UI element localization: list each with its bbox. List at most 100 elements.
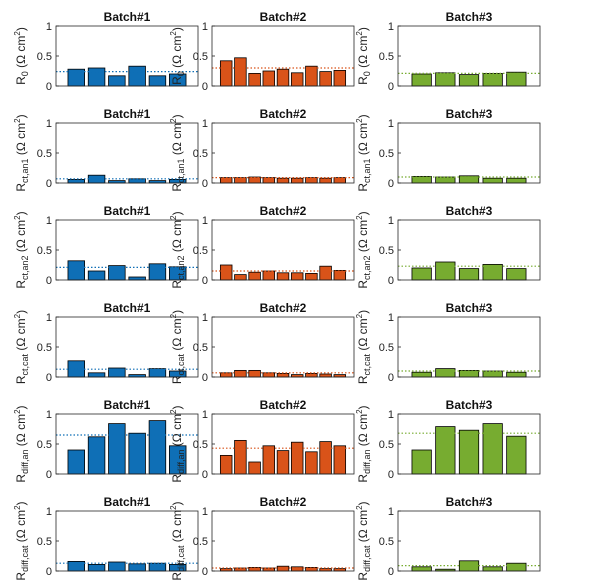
panel-r4-c2: 0 0.5 1 Batch#2 Rct,cat (Ω cm2) [169, 301, 355, 384]
y-label-symbol: R [356, 572, 370, 581]
y-tick-label: 0.5 [193, 439, 208, 451]
bar [305, 65, 318, 87]
bar [248, 271, 261, 281]
y-tick-label: 0.5 [379, 342, 394, 354]
bar [482, 73, 503, 87]
y-label-unit: (Ω cm [14, 36, 28, 72]
bar [276, 272, 290, 281]
y-label-symbol: R [170, 375, 184, 384]
y-tick-label: 1 [202, 506, 208, 518]
bar [234, 439, 247, 475]
y-tick-label: 1 [202, 215, 208, 227]
bar [506, 562, 527, 572]
bar [305, 451, 318, 475]
panel-title: Batch#2 [260, 495, 307, 509]
y-tick-label: 1 [388, 312, 394, 324]
y-tick-label: 0 [388, 566, 394, 578]
panel-title: Batch#3 [446, 398, 493, 412]
y-axis-label: Rct,an2 (Ω cm2) [169, 211, 186, 288]
bar [435, 261, 456, 281]
y-tick-label: 0 [202, 81, 208, 93]
y-label-subscript: ct,an2 [362, 255, 372, 280]
y-tick-label: 0.5 [379, 245, 394, 257]
y-tick-label: 0.5 [37, 245, 52, 257]
bar [290, 441, 304, 475]
y-axis-label: Rct,an1 (Ω cm2) [169, 114, 186, 191]
y-label-close: ) [14, 405, 28, 409]
panel-title: Batch#2 [260, 398, 307, 412]
panel-r5-c3: 0 0.5 1 Batch#3 Rdiff,an (Ω cm2) [355, 398, 541, 483]
panel-title: Batch#2 [260, 107, 307, 121]
panel-title: Batch#1 [104, 204, 151, 218]
panel-r5-c2: 0 0.5 1 Batch#2 Rdiff,an (Ω cm2) [169, 398, 355, 483]
bar [219, 264, 233, 281]
y-tick-label: 0 [202, 469, 208, 481]
y-label-superscript: 2 [355, 409, 364, 414]
y-label-superscript: 2 [13, 215, 22, 220]
y-label-superscript: 2 [13, 118, 22, 123]
y-label-unit: (Ω cm [356, 123, 370, 159]
y-label-subscript: ct,an1 [362, 158, 372, 183]
bar [148, 263, 167, 281]
panel-r6-c2: 0 0.5 1 Batch#2 Rdiff,cat (Ω cm2) [169, 495, 355, 581]
y-tick-label: 1 [388, 506, 394, 518]
y-label-subscript: ct,cat [20, 353, 30, 375]
axes-box [397, 122, 541, 184]
y-label-close: ) [356, 501, 370, 505]
y-axis-label: Rdiff,an (Ω cm2) [169, 405, 186, 482]
bar [411, 449, 432, 475]
y-label-close: ) [356, 114, 370, 118]
y-tick-label: 0 [46, 566, 52, 578]
bar [458, 429, 480, 475]
y-label-close: ) [170, 114, 184, 118]
panel-title: Batch#3 [446, 10, 493, 24]
bar [108, 75, 126, 87]
bar [234, 177, 247, 184]
y-label-symbol: R [170, 183, 184, 192]
y-label-superscript: 2 [355, 31, 364, 36]
y-label-superscript: 2 [355, 215, 364, 220]
y-axis-label: Rdiff,cat (Ω cm2) [169, 501, 186, 580]
y-tick-label: 0 [46, 275, 52, 287]
y-axis-label: Rct,cat (Ω cm2) [355, 310, 372, 384]
y-label-subscript: diff,cat [362, 545, 372, 572]
bar [333, 269, 347, 281]
bar [458, 74, 480, 87]
y-label-superscript: 2 [169, 505, 178, 510]
y-axis-label: R0 (Ω cm2) [13, 27, 30, 85]
y-axis-label: Rct,an1 (Ω cm2) [355, 114, 372, 191]
bar [262, 445, 276, 475]
bar [411, 566, 432, 572]
y-label-unit: (Ω cm [170, 123, 184, 159]
bar [219, 372, 233, 378]
bar [128, 65, 146, 87]
bar [128, 276, 146, 281]
panel-title: Batch#1 [104, 495, 151, 509]
y-label-unit: (Ω cm [356, 414, 370, 450]
panel-r6-c3: 0 0.5 1 Batch#3 Rdiff,cat (Ω cm2) [355, 495, 541, 581]
bar [87, 436, 106, 475]
y-label-unit: (Ω cm [14, 318, 28, 354]
bar [276, 68, 290, 87]
y-tick-label: 0.5 [379, 51, 394, 63]
y-tick-label: 0 [46, 372, 52, 384]
panel-title: Batch#2 [260, 10, 307, 24]
y-label-symbol: R [14, 76, 28, 85]
y-label-symbol: R [14, 474, 28, 483]
y-label-superscript: 2 [169, 215, 178, 220]
y-tick-label: 0 [46, 81, 52, 93]
bar [219, 454, 233, 475]
y-label-close: ) [14, 114, 28, 118]
y-label-close: ) [170, 501, 184, 505]
bar [482, 177, 503, 184]
bar [108, 423, 126, 475]
bar [458, 268, 480, 281]
y-label-superscript: 2 [13, 505, 22, 510]
y-tick-label: 0 [46, 469, 52, 481]
bar [148, 75, 167, 87]
y-label-superscript: 2 [169, 118, 178, 123]
